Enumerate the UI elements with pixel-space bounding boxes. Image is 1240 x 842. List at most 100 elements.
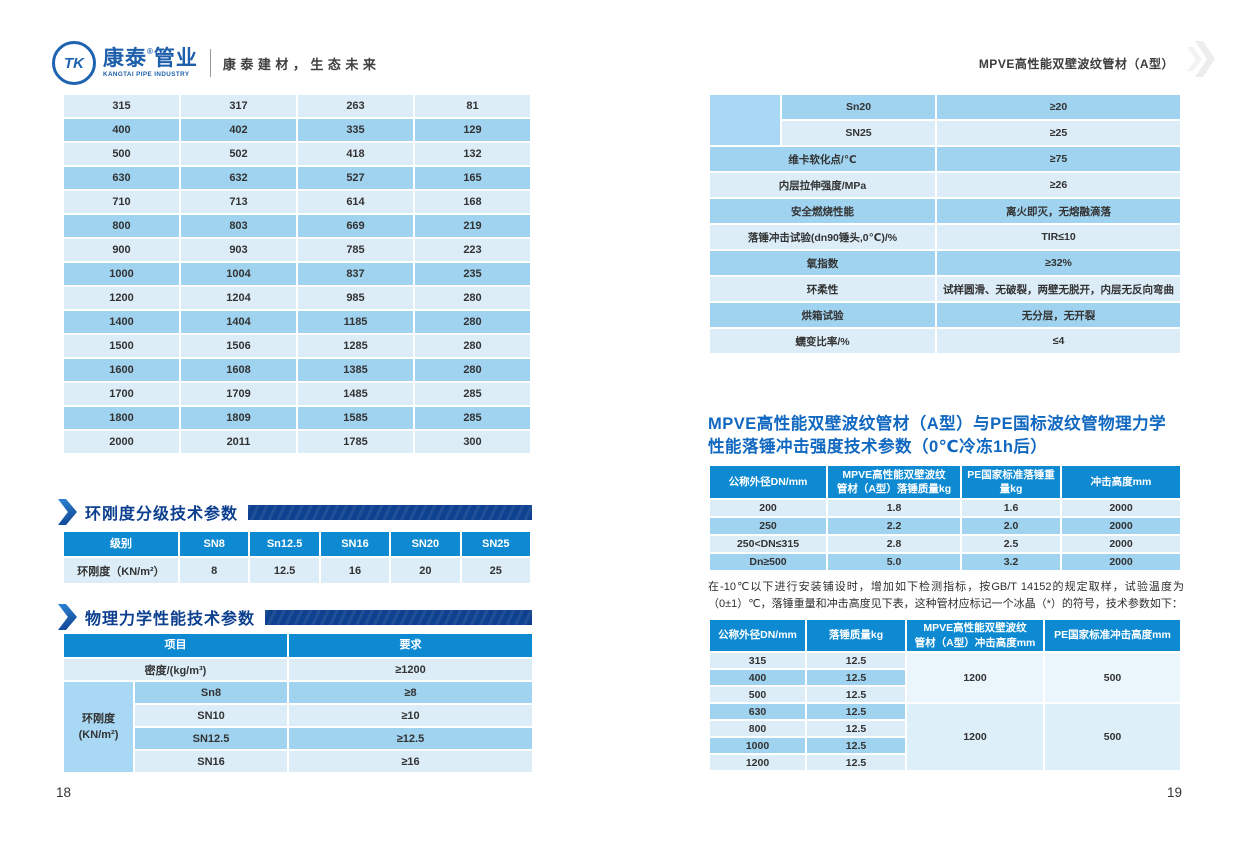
- table-cell: 2000: [1060, 534, 1182, 554]
- table-cell: 1385: [296, 357, 415, 383]
- table-cell: 250<DN≤315: [708, 534, 828, 554]
- table-cell: 离火即灭，无熔融滴落: [935, 197, 1182, 225]
- cold-condition-note: 在-10℃以下进行安装铺设时，增加如下检测指标，按GB/T 14152的规定取样…: [708, 581, 1184, 610]
- table-cell: ≥20: [935, 93, 1182, 121]
- brand-name-part1: 康泰: [103, 46, 147, 70]
- table-cell: 1500: [62, 333, 181, 359]
- table-cell: 317: [179, 93, 298, 119]
- table-row: 1000 12.5: [708, 736, 1181, 755]
- table-cell: 800: [708, 719, 807, 738]
- table-cell: 500: [62, 141, 181, 167]
- section-banner-bar: [265, 609, 532, 625]
- table-row: 1500 1506 1285 280: [62, 333, 532, 359]
- table-cell: ≥32%: [935, 249, 1182, 277]
- table-cell: 蠕变比率/%: [708, 327, 937, 355]
- table-cell: 内层拉伸强度/MPa: [708, 171, 937, 199]
- table-row: 315 317 263 81: [62, 93, 532, 119]
- section-banner-bar: [248, 504, 532, 520]
- table-row: 250 2.2 2.0 2000: [708, 516, 1182, 536]
- table-row: 2000 2011 1785 300: [62, 429, 532, 455]
- table-cell: 安全燃烧性能: [708, 197, 937, 225]
- merged-cell: 1200: [905, 651, 1045, 704]
- table-cell: 132: [413, 141, 532, 167]
- table-cell: 1585: [296, 405, 415, 431]
- table-cell: 669: [296, 213, 415, 239]
- table-cell: 8: [177, 556, 251, 585]
- table-cell: 800: [62, 213, 181, 239]
- table-row: 密度/(kg/m³) ≥1200: [62, 657, 534, 682]
- cold-impact-table: 公称外径DN/mm 落锤质量kg MPVE高性能双壁波纹 管材（A型）冲击高度mm P…: [708, 618, 1182, 772]
- table-cell: 12.5: [805, 736, 907, 755]
- table-row: Dn≥500 5.0 3.2 2000: [708, 552, 1182, 572]
- table-row: 环柔性 试样圆滑、无破裂，两壁无脱开，内层无反向弯曲: [708, 275, 1182, 303]
- table-row: 400 12.5: [708, 668, 1181, 687]
- physical-properties-table-continued: Sn20 ≥20 SN25 ≥25 维卡软化点/℃ ≥75 内层拉伸强度/MPa…: [708, 93, 1182, 355]
- table-cell: TIR≤10: [935, 223, 1182, 251]
- table-cell: 1809: [179, 405, 298, 431]
- table-cell: 落锤冲击试验(dn90锤头,0℃)/%: [708, 223, 937, 251]
- table-cell: 335: [296, 117, 415, 143]
- page-number-right: 19: [1166, 785, 1182, 800]
- group-label-cell: 环刚度 (KN/m²): [62, 680, 135, 774]
- header-divider: [209, 49, 211, 77]
- table-cell: 1000: [62, 261, 181, 287]
- column-header: 落锤质量kg: [805, 618, 907, 653]
- table-cell: ≥26: [935, 171, 1182, 199]
- table-cell: 1200: [62, 285, 181, 311]
- table-cell: 无分层，无开裂: [935, 301, 1182, 329]
- table-row: 710 713 614 168: [62, 189, 532, 215]
- table-cell: 81: [413, 93, 532, 119]
- table-cell: 527: [296, 165, 415, 191]
- column-header: PE国家标准冲击高度mm: [1043, 618, 1182, 653]
- ring-stiffness-class-table: 级别 SN8 Sn12.5 SN16 SN20 SN25 环刚度（KN/m²） 8 12.…: [62, 530, 533, 585]
- table-header-row: 项目 要求: [62, 632, 534, 659]
- table-cell: 837: [296, 261, 415, 287]
- merged-cell: 1200: [905, 702, 1045, 772]
- table-cell: ≥10: [287, 703, 534, 728]
- table-cell: 氧指数: [708, 249, 937, 277]
- table-cell: 12.5: [805, 685, 907, 704]
- table-row: 内层拉伸强度/MPa ≥26: [708, 171, 1182, 199]
- column-header: 冲击高度mm: [1060, 464, 1182, 500]
- table-cell: 12.5: [805, 753, 907, 772]
- table-cell: 1404: [179, 309, 298, 335]
- table-cell: 280: [413, 309, 532, 335]
- table-cell: 3.2: [960, 552, 1062, 572]
- table-cell: ≥12.5: [287, 726, 534, 751]
- column-header: MPVE高性能双壁波纹 管材（A型）落锤质量kg: [826, 464, 962, 500]
- table-cell: ≤4: [935, 327, 1182, 355]
- section-title: 环刚度分级技术参数: [85, 506, 239, 523]
- table-cell: ≥16: [287, 749, 534, 774]
- table-row: 环刚度 (KN/m²) Sn8 ≥8: [62, 680, 534, 774]
- table-cell: 2000: [1060, 498, 1182, 518]
- table-cell: 1204: [179, 285, 298, 311]
- table-cell: 12.5: [248, 556, 321, 585]
- table-cell: 16: [318, 556, 392, 585]
- table-cell: 密度/(kg/m³): [62, 657, 289, 682]
- table-cell: 710: [62, 189, 181, 215]
- table-cell: 223: [413, 237, 532, 263]
- table-row: 315 12.5 1200 500: [708, 651, 1182, 704]
- table-cell: SN25: [780, 119, 937, 147]
- table-cell: 315: [62, 93, 181, 119]
- table-row: SN12.5 ≥12.5: [63, 726, 534, 751]
- table-row: SN10 ≥10: [63, 703, 534, 728]
- table-row: 630 632 527 165: [62, 165, 532, 191]
- table-cell: 168: [413, 189, 532, 215]
- table-cell: 129: [413, 117, 532, 143]
- table-cell: 250: [708, 516, 828, 536]
- table-header-row: 公称外径DN/mm 落锤质量kg MPVE高性能双壁波纹 管材（A型）冲击高度mm P…: [708, 618, 1182, 653]
- table-cell: 1185: [296, 309, 415, 335]
- table-header-row: 级别 SN8 Sn12.5 SN16 SN20 SN25: [62, 530, 533, 558]
- table-row: 1700 1709 1485 285: [62, 381, 532, 407]
- table-cell: 烘箱试验: [708, 301, 937, 329]
- table-cell: 300: [413, 429, 532, 455]
- table-row: SN25 ≥25: [709, 119, 1182, 147]
- table-row: 800 803 669 219: [62, 213, 532, 239]
- table-row: 250<DN≤315 2.8 2.5 2000: [708, 534, 1182, 554]
- table-row: 900 903 785 223: [62, 237, 532, 263]
- table-cell: 5.0: [826, 552, 962, 572]
- table-cell: 12.5: [805, 668, 907, 687]
- table-cell: 400: [62, 117, 181, 143]
